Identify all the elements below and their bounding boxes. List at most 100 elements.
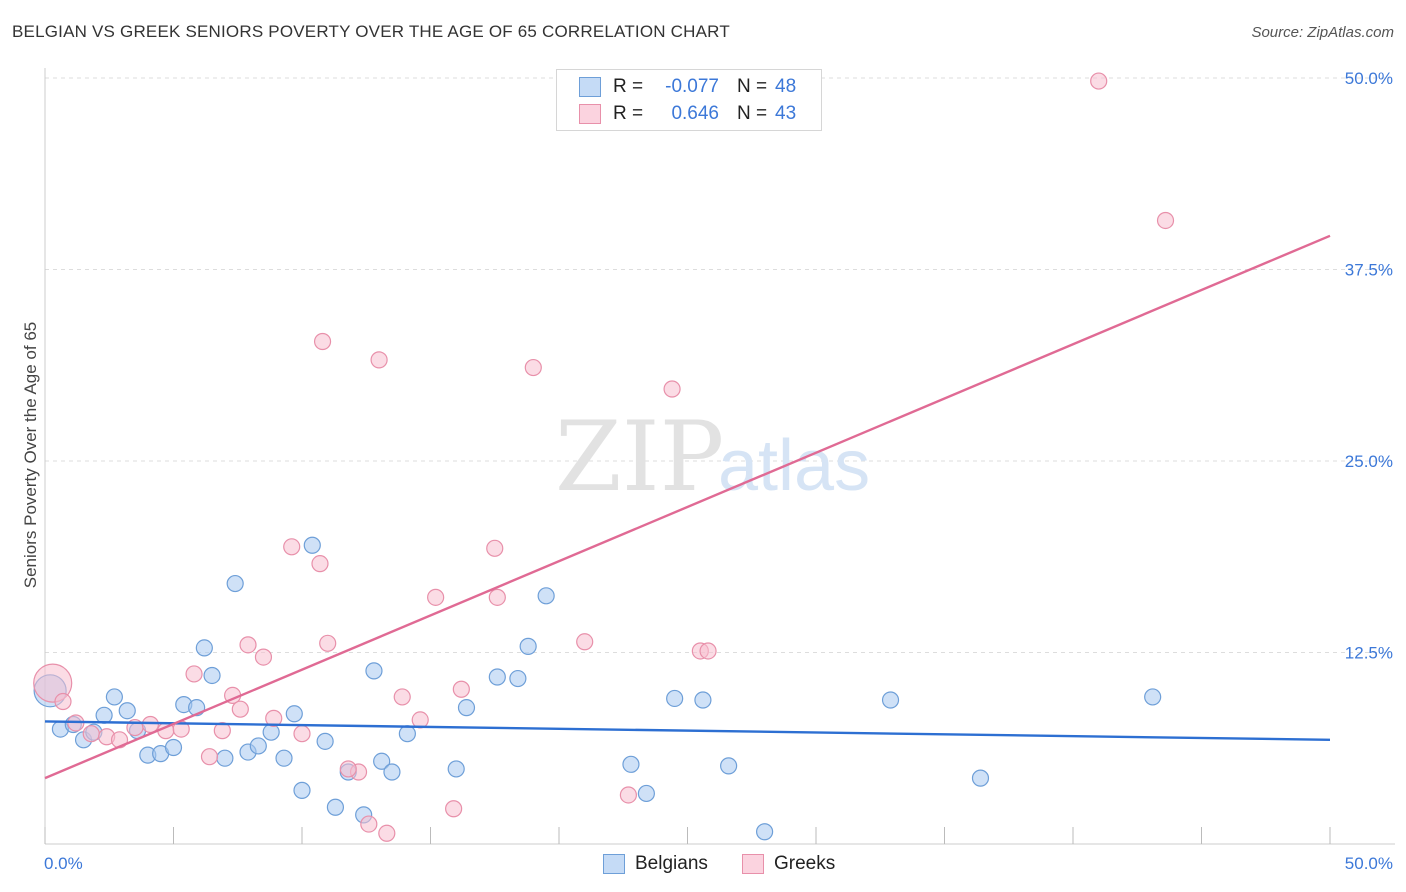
- greek-point: [339, 760, 357, 778]
- x-tick-label-min: 0.0%: [44, 854, 83, 873]
- trend-lines: [44, 234, 1331, 780]
- belgian-point: [488, 668, 506, 686]
- greek-point: [265, 709, 283, 727]
- tick-labels: 12.5% 25.0% 37.5% 50.0% 0.0% 50.0%: [44, 69, 1393, 873]
- r-label: R =: [613, 76, 644, 97]
- greek-point: [576, 633, 594, 651]
- belgian-point: [971, 769, 990, 787]
- belgian-point: [293, 781, 311, 799]
- greek-point: [360, 815, 378, 833]
- greek-point: [231, 700, 249, 718]
- belgian-swatch: [579, 77, 601, 97]
- greek-point: [313, 332, 332, 351]
- greek-swatch: [579, 104, 601, 124]
- belgian-point: [326, 798, 345, 816]
- greek-point: [1156, 211, 1175, 230]
- watermark-atlas: atlas: [718, 426, 870, 506]
- r-label: R =: [613, 103, 644, 124]
- belgian-point: [373, 752, 391, 770]
- belgian-point: [118, 702, 136, 720]
- greek-point: [213, 722, 231, 740]
- belgian-point: [105, 688, 123, 706]
- belgian-point: [383, 763, 401, 781]
- belgian-point: [285, 705, 303, 723]
- greek-point: [311, 555, 329, 573]
- belgian-legend-swatch: [603, 854, 625, 874]
- legend-row-greeks: R = 0.646 N = 43: [557, 101, 796, 127]
- greek-point: [239, 636, 257, 654]
- greek-point: [663, 380, 681, 398]
- belgian-point: [509, 669, 527, 688]
- greek-point: [427, 588, 445, 606]
- greek-point: [370, 351, 388, 369]
- belgian-point: [164, 738, 183, 757]
- r-value: 0.646: [671, 103, 719, 124]
- greek-legend-label: Greeks: [774, 853, 836, 874]
- belgian-point: [881, 691, 900, 709]
- greek-point: [82, 725, 100, 743]
- belgian-point: [249, 737, 267, 755]
- n-label: N =: [737, 76, 768, 97]
- belgian-point: [316, 732, 334, 750]
- legend-item-greeks: Greeks: [742, 852, 835, 876]
- greek-point: [293, 725, 311, 743]
- belgian-point: [622, 755, 640, 773]
- grid-lines: [45, 77, 1390, 653]
- greek-point: [411, 711, 429, 729]
- belgian-point: [755, 823, 774, 841]
- r-value: -0.077: [665, 76, 719, 97]
- legend-row-belgians: R = -0.077 N = 48: [557, 74, 796, 100]
- belgian-point: [216, 749, 234, 767]
- belgian-point: [537, 587, 555, 605]
- greek-point: [378, 824, 396, 842]
- n-value: 48: [775, 76, 797, 97]
- belgian-legend-label: Belgians: [635, 853, 708, 874]
- y-tick-label: 25.0%: [1345, 452, 1393, 471]
- greek-point: [619, 786, 637, 804]
- greek-point: [524, 358, 542, 377]
- belgian-trend-line: [44, 720, 1331, 742]
- data-points: [33, 72, 1175, 842]
- greek-point: [452, 680, 470, 698]
- belgian-point: [519, 637, 537, 655]
- greek-point: [393, 688, 411, 706]
- greek-point: [54, 692, 72, 711]
- greek-point: [33, 663, 73, 703]
- axes: [44, 68, 1395, 845]
- belgian-point: [226, 574, 244, 593]
- belgian-point: [398, 725, 416, 743]
- belgian-point: [457, 699, 476, 717]
- n-value: 43: [775, 103, 797, 124]
- belgian-point: [365, 662, 383, 680]
- chart-title: BELGIAN VS GREEK SENIORS POVERTY OVER TH…: [12, 22, 730, 41]
- belgian-point: [275, 749, 293, 767]
- x-tick-label-max: 50.0%: [1345, 854, 1393, 873]
- greek-point: [486, 539, 504, 557]
- belgian-point: [694, 691, 712, 709]
- belgian-point: [1144, 688, 1162, 706]
- greek-point: [1090, 72, 1108, 90]
- greek-point: [200, 748, 219, 766]
- greek-point: [488, 588, 506, 606]
- n-label: N =: [737, 103, 768, 124]
- greek-legend-swatch: [742, 854, 764, 874]
- greek-point: [699, 642, 717, 660]
- belgian-point: [637, 784, 655, 803]
- greek-point: [283, 538, 301, 556]
- y-tick-label: 12.5%: [1345, 644, 1393, 663]
- legend-item-belgians: Belgians: [603, 852, 708, 876]
- belgian-point: [666, 689, 684, 708]
- belgian-point: [95, 706, 113, 724]
- y-axis-label: Seniors Poverty Over the Age of 65: [21, 322, 40, 588]
- belgian-point: [303, 536, 321, 554]
- belgian-point: [720, 757, 738, 775]
- greek-point: [445, 800, 463, 818]
- correlation-legend: R = -0.077 N = 48 R = 0.646 N = 43: [556, 69, 822, 131]
- y-tick-label: 37.5%: [1345, 261, 1393, 280]
- watermark-zip: ZIP: [555, 401, 724, 513]
- greek-point: [254, 648, 273, 666]
- greek-trend-line: [44, 234, 1331, 780]
- y-tick-label: 50.0%: [1345, 69, 1393, 88]
- greek-point: [185, 665, 203, 683]
